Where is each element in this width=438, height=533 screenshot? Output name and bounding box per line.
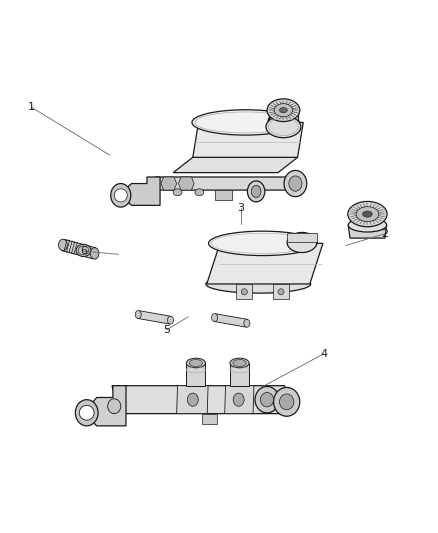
Polygon shape xyxy=(225,386,254,414)
Circle shape xyxy=(114,189,127,202)
Polygon shape xyxy=(177,386,208,414)
Ellipse shape xyxy=(289,176,302,191)
Circle shape xyxy=(278,289,284,295)
Ellipse shape xyxy=(75,400,98,426)
Polygon shape xyxy=(348,225,387,238)
Ellipse shape xyxy=(287,232,317,253)
Ellipse shape xyxy=(348,218,387,232)
Polygon shape xyxy=(147,177,304,190)
Ellipse shape xyxy=(208,231,317,256)
Ellipse shape xyxy=(78,246,89,255)
Ellipse shape xyxy=(192,110,299,135)
Polygon shape xyxy=(61,239,96,259)
Polygon shape xyxy=(230,363,249,386)
Ellipse shape xyxy=(274,387,300,416)
Text: 1: 1 xyxy=(28,102,35,112)
Text: 5: 5 xyxy=(163,325,170,335)
Text: 4: 4 xyxy=(320,349,327,359)
Polygon shape xyxy=(186,363,205,386)
Polygon shape xyxy=(84,386,126,426)
Ellipse shape xyxy=(261,392,274,407)
Ellipse shape xyxy=(212,313,218,321)
Ellipse shape xyxy=(356,207,379,222)
Ellipse shape xyxy=(279,108,287,113)
Ellipse shape xyxy=(255,386,279,413)
Ellipse shape xyxy=(363,211,372,217)
Text: 2: 2 xyxy=(381,229,389,239)
Ellipse shape xyxy=(244,319,250,327)
Ellipse shape xyxy=(274,103,293,117)
Polygon shape xyxy=(161,177,177,190)
Ellipse shape xyxy=(195,189,204,196)
Ellipse shape xyxy=(76,244,91,256)
Ellipse shape xyxy=(90,248,99,259)
Ellipse shape xyxy=(189,359,202,367)
Ellipse shape xyxy=(268,111,299,132)
Polygon shape xyxy=(138,311,171,324)
Ellipse shape xyxy=(111,183,131,207)
Circle shape xyxy=(241,289,247,295)
Ellipse shape xyxy=(233,359,246,367)
Ellipse shape xyxy=(230,358,249,368)
Polygon shape xyxy=(215,190,232,200)
Ellipse shape xyxy=(279,394,294,410)
Polygon shape xyxy=(193,123,303,157)
Text: 6: 6 xyxy=(80,246,87,256)
Ellipse shape xyxy=(135,311,141,318)
Ellipse shape xyxy=(251,185,261,198)
Polygon shape xyxy=(201,414,217,424)
Ellipse shape xyxy=(186,358,205,368)
Ellipse shape xyxy=(267,99,300,122)
Ellipse shape xyxy=(348,201,387,227)
Ellipse shape xyxy=(247,181,265,202)
Ellipse shape xyxy=(266,116,301,138)
Polygon shape xyxy=(173,157,297,173)
Ellipse shape xyxy=(59,239,67,251)
Ellipse shape xyxy=(233,393,244,406)
Polygon shape xyxy=(178,177,194,190)
Ellipse shape xyxy=(167,316,173,324)
Polygon shape xyxy=(237,284,252,299)
Polygon shape xyxy=(287,233,317,243)
Polygon shape xyxy=(273,284,289,299)
Polygon shape xyxy=(112,386,291,414)
Polygon shape xyxy=(207,244,323,284)
Polygon shape xyxy=(119,177,160,205)
Polygon shape xyxy=(214,314,247,327)
Polygon shape xyxy=(269,110,298,122)
Circle shape xyxy=(79,405,94,420)
Text: 3: 3 xyxy=(237,203,244,213)
Ellipse shape xyxy=(108,399,121,414)
Ellipse shape xyxy=(187,393,198,406)
Ellipse shape xyxy=(284,171,307,197)
Ellipse shape xyxy=(206,275,311,293)
Ellipse shape xyxy=(173,189,182,196)
